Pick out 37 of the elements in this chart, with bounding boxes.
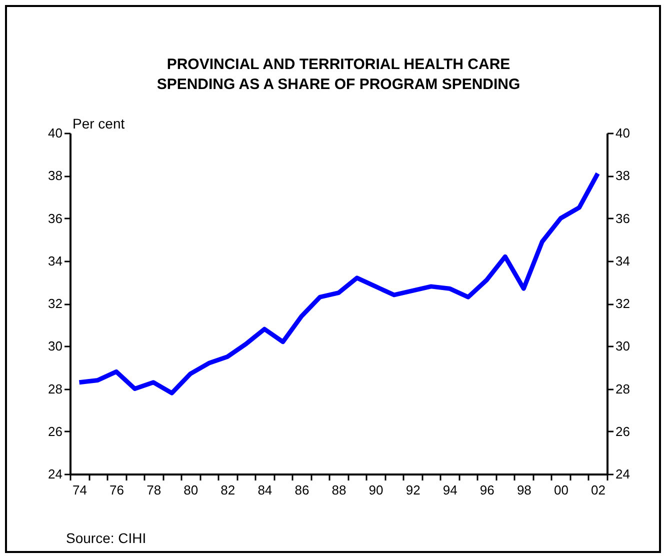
line-series	[77, 171, 600, 396]
x-tick-label: 92	[406, 482, 420, 498]
y2-tick-label: 36	[616, 210, 630, 226]
y2-tick-label: 24	[616, 466, 630, 482]
y2-tick-label: 28	[616, 381, 630, 396]
x-tick-label: 82	[220, 482, 236, 498]
y-tick-label: 30	[48, 338, 62, 354]
y-tick-label: 40	[48, 126, 62, 140]
x-tick-label: 94	[442, 482, 458, 498]
y2-tick-label: 30	[616, 338, 630, 354]
y-tick-label: 32	[48, 296, 62, 311]
y2-tick-label: 38	[616, 168, 630, 184]
y-tick-label: 28	[48, 381, 62, 396]
x-tick-label: 00	[554, 482, 568, 498]
y-tick-label: 34	[48, 253, 62, 268]
y2-tick-label: 26	[616, 424, 630, 439]
x-tick-label: 80	[184, 482, 198, 498]
y-tick-label: 26	[48, 424, 62, 439]
x-tick-label: 74	[72, 482, 87, 498]
y2-tick-label: 40	[616, 126, 630, 140]
x-tick-label: 88	[332, 482, 346, 498]
y2-tick-label: 32	[616, 296, 630, 311]
y-tick-label: 36	[48, 210, 62, 226]
x-tick-label: 84	[258, 482, 272, 498]
x-tick-label: 98	[516, 482, 532, 498]
x-tick-label: 96	[480, 482, 494, 498]
y-tick-label: 24	[48, 466, 62, 482]
x-tick-label: 02	[591, 482, 606, 498]
chart-title: PROVINCIAL AND TERRITORIAL HEALTH CARE SPENDING AS A SHARE OF PROGRAM SPENDING	[156, 56, 520, 93]
x-tick-label: 76	[110, 482, 124, 498]
x-tick-label: 90	[368, 482, 384, 498]
y-axis-title: Per cent	[72, 116, 125, 132]
x-tick-label: 78	[146, 482, 162, 498]
x-tick-label: 86	[294, 482, 310, 498]
source-note: Source: CIHI	[66, 530, 146, 546]
y2-tick-label: 34	[616, 253, 630, 268]
y-tick-label: 38	[48, 168, 62, 184]
